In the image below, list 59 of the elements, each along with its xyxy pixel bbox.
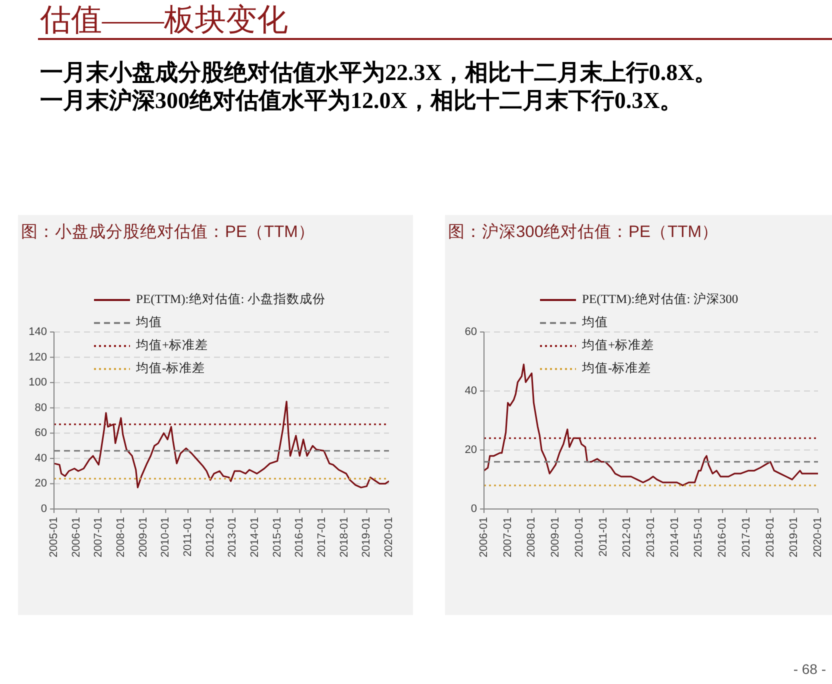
legend-label: 均值-标准差 [136, 361, 206, 375]
chart-title: 图：小盘成分股绝对估值：PE（TTM） [21, 223, 315, 241]
y-tick-label: 140 [28, 326, 47, 338]
x-tick-label: 2015-01 [692, 517, 705, 558]
x-tick-label: 2009-01 [550, 517, 562, 558]
y-tick-label: 20 [34, 478, 47, 490]
x-tick-label: 2014-01 [668, 517, 681, 558]
legend-label: 均值 [136, 315, 162, 329]
x-tick-label: 2008-01 [526, 517, 538, 558]
line-series [484, 364, 818, 486]
legend-label: 均值-标准差 [582, 361, 652, 375]
x-tick-label: 2014-01 [249, 517, 262, 558]
x-tick-label: 2013-01 [226, 517, 239, 558]
text: - 68 - [793, 661, 826, 677]
y-tick-label: 0 [40, 503, 47, 515]
text: 一月末小盘成分股绝对估值水平为22.3X，相比十二月末上行0.8X。 [40, 60, 718, 85]
x-tick-label: 2009-01 [137, 517, 150, 558]
x-tick-label: 2019-01 [360, 517, 373, 558]
legend-label: PE(TTM):绝对估值: 沪深300 [582, 292, 738, 306]
y-tick-label: 60 [34, 427, 47, 440]
x-tick-label: 2006-01 [478, 517, 490, 558]
x-tick-label: 2020-01 [812, 517, 824, 558]
x-tick-label: 2013-01 [645, 517, 658, 558]
text: 估值——板块变化 [40, 2, 288, 37]
x-tick-label: 2008-01 [114, 517, 127, 558]
y-tick-label: 20 [464, 444, 477, 456]
x-tick-label: 2011-01 [597, 517, 610, 557]
x-tick-label: 2018-01 [764, 517, 776, 558]
x-tick-label: 2006-01 [70, 517, 82, 558]
x-tick-label: 2016-01 [716, 517, 729, 558]
x-tick-label: 2020-01 [383, 517, 395, 558]
x-tick-label: 2019-01 [788, 517, 800, 558]
x-tick-label: 2016-01 [294, 517, 306, 558]
legend-label: PE(TTM):绝对估值: 小盘指数成份 [136, 292, 326, 306]
legend-label: 均值 [582, 315, 608, 329]
x-tick-label: 2005-01 [48, 517, 60, 558]
legend-label: 均值+标准差 [136, 338, 208, 352]
chart-title: 图：沪深300绝对估值：PE（TTM） [448, 223, 718, 241]
y-tick-label: 0 [470, 503, 477, 515]
x-tick-label: 2017-01 [316, 517, 328, 558]
legend-label: 均值+标准差 [582, 338, 654, 352]
x-tick-label: 2010-01 [160, 517, 172, 558]
x-tick-label: 2017-01 [740, 517, 752, 558]
x-tick-label: 2015-01 [271, 517, 284, 558]
y-tick-label: 40 [34, 452, 47, 464]
line-series [54, 400, 389, 488]
x-tick-label: 2007-01 [92, 517, 105, 558]
x-tick-label: 2012-01 [621, 517, 634, 558]
x-tick-label: 2010-01 [573, 517, 586, 558]
x-tick-label: 2007-01 [502, 517, 514, 558]
text: 一月末沪深300绝对估值水平为12.0X，相比十二月末下行0.3X。 [40, 88, 683, 113]
y-tick-label: 80 [34, 402, 47, 414]
x-tick-label: 2011-01 [182, 517, 194, 557]
x-tick-label: 2018-01 [338, 517, 350, 558]
y-tick-label: 100 [28, 376, 47, 389]
y-tick-label: 60 [464, 326, 477, 338]
x-tick-label: 2012-01 [204, 517, 216, 558]
y-tick-label: 40 [464, 385, 477, 397]
y-tick-label: 120 [28, 351, 47, 364]
